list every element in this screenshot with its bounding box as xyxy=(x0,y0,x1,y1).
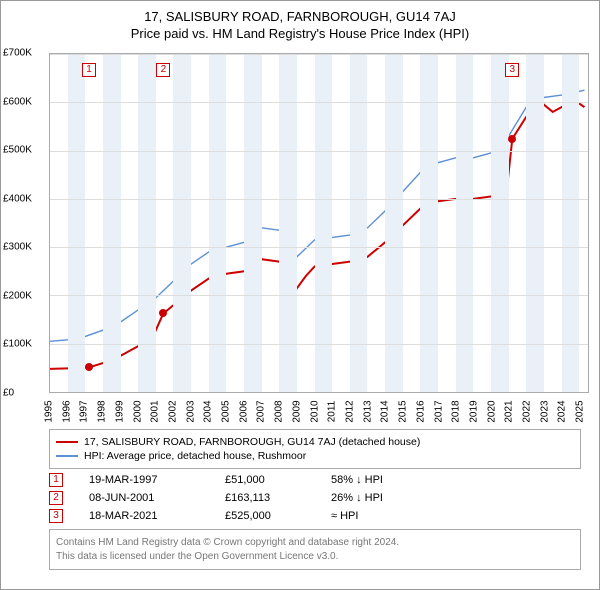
year-band xyxy=(350,54,368,392)
legend-swatch-price-paid xyxy=(56,441,78,443)
x-tick-label: 2014 xyxy=(380,400,391,422)
sale-marker-dot xyxy=(159,309,167,317)
plot-region: 1 2 3 xyxy=(49,53,589,393)
y-tick-label: £200K xyxy=(3,290,32,301)
y-gridline xyxy=(50,151,588,152)
x-tick-label: 2004 xyxy=(203,400,214,422)
x-tick-label: 2007 xyxy=(256,400,267,422)
sale-marker-box: 2 xyxy=(156,63,170,77)
year-band xyxy=(138,54,156,392)
y-gridline xyxy=(50,344,588,345)
chart-container: 17, SALISBURY ROAD, FARNBOROUGH, GU14 7A… xyxy=(0,0,600,590)
x-tick-label: 2016 xyxy=(415,400,426,422)
x-tick-label: 2003 xyxy=(185,400,196,422)
x-tick-label: 2021 xyxy=(504,400,515,422)
sales-table: 1 19-MAR-1997 £51,000 58% ↓ HPI 2 08-JUN… xyxy=(49,473,581,523)
year-band xyxy=(103,54,121,392)
y-tick-label: £500K xyxy=(3,145,32,156)
year-band xyxy=(526,54,544,392)
x-tick-label: 2009 xyxy=(291,400,302,422)
x-tick-label: 1997 xyxy=(79,400,90,422)
year-band xyxy=(456,54,474,392)
y-tick-label: £400K xyxy=(3,193,32,204)
chart-title-sub: Price paid vs. HM Land Registry's House … xyxy=(1,26,599,41)
year-band xyxy=(420,54,438,392)
y-gridline xyxy=(50,199,588,200)
sale-date: 18-MAR-2021 xyxy=(89,510,199,522)
year-band xyxy=(491,54,509,392)
sale-marker-badge: 2 xyxy=(49,491,63,505)
x-tick-label: 2024 xyxy=(557,400,568,422)
year-band xyxy=(315,54,333,392)
x-tick-label: 2018 xyxy=(451,400,462,422)
x-tick-label: 2025 xyxy=(575,400,586,422)
year-band xyxy=(244,54,262,392)
year-band xyxy=(209,54,227,392)
x-tick-label: 2023 xyxy=(539,400,550,422)
x-tick-label: 2001 xyxy=(150,400,161,422)
sale-date: 08-JUN-2001 xyxy=(89,492,199,504)
x-tick-label: 2012 xyxy=(344,400,355,422)
legend-label-price-paid: 17, SALISBURY ROAD, FARNBOROUGH, GU14 7A… xyxy=(84,436,420,448)
sale-marker-dot xyxy=(508,135,516,143)
x-tick-label: 2022 xyxy=(522,400,533,422)
x-tick-label: 1995 xyxy=(44,400,55,422)
x-tick-label: 2002 xyxy=(167,400,178,422)
legend-box: 17, SALISBURY ROAD, FARNBOROUGH, GU14 7A… xyxy=(49,429,581,469)
x-tick-label: 2011 xyxy=(327,401,338,423)
chart-area: 1 2 3 £0 £100K £200K £300K £400K £500K £600K £700… xyxy=(1,45,599,425)
attribution-line2: This data is licensed under the Open Gov… xyxy=(56,550,574,564)
x-tick-label: 2000 xyxy=(132,400,143,422)
y-tick-label: £700K xyxy=(3,48,32,59)
chart-title-address: 17, SALISBURY ROAD, FARNBOROUGH, GU14 7A… xyxy=(1,9,599,24)
sale-hpi-diff: 26% ↓ HPI xyxy=(331,492,421,504)
x-tick-label: 1999 xyxy=(114,400,125,422)
sale-price: £163,113 xyxy=(225,492,305,504)
x-tick-label: 2017 xyxy=(433,400,444,422)
y-tick-label: £100K xyxy=(3,339,32,350)
sale-row: 2 08-JUN-2001 £163,113 26% ↓ HPI xyxy=(49,491,581,505)
x-tick-label: 2013 xyxy=(362,400,373,422)
legend-item-price-paid: 17, SALISBURY ROAD, FARNBOROUGH, GU14 7A… xyxy=(56,436,574,448)
sale-hpi-diff: 58% ↓ HPI xyxy=(331,474,421,486)
y-gridline xyxy=(50,247,588,248)
x-tick-label: 2020 xyxy=(486,400,497,422)
y-gridline xyxy=(50,102,588,103)
x-tick-label: 2015 xyxy=(398,400,409,422)
x-tick-label: 2005 xyxy=(221,400,232,422)
title-block: 17, SALISBURY ROAD, FARNBOROUGH, GU14 7A… xyxy=(1,1,599,45)
legend-item-hpi: HPI: Average price, detached house, Rush… xyxy=(56,450,574,462)
sale-price: £525,000 xyxy=(225,510,305,522)
sale-marker-box: 3 xyxy=(505,63,519,77)
x-tick-label: 2010 xyxy=(309,400,320,422)
x-tick-label: 2019 xyxy=(468,400,479,422)
year-band xyxy=(279,54,297,392)
sale-date: 19-MAR-1997 xyxy=(89,474,199,486)
attribution-line1: Contains HM Land Registry data © Crown c… xyxy=(56,536,574,550)
year-band xyxy=(173,54,191,392)
y-tick-label: £300K xyxy=(3,242,32,253)
sale-hpi-diff: ≈ HPI xyxy=(331,510,421,522)
attribution-box: Contains HM Land Registry data © Crown c… xyxy=(49,529,581,570)
x-tick-label: 2008 xyxy=(274,400,285,422)
y-tick-label: £0 xyxy=(3,388,14,399)
sale-price: £51,000 xyxy=(225,474,305,486)
sale-marker-box: 1 xyxy=(82,63,96,77)
sale-row: 1 19-MAR-1997 £51,000 58% ↓ HPI xyxy=(49,473,581,487)
x-tick-label: 1998 xyxy=(97,400,108,422)
sale-marker-dot xyxy=(85,363,93,371)
legend-label-hpi: HPI: Average price, detached house, Rush… xyxy=(84,450,306,462)
legend-swatch-hpi xyxy=(56,455,78,457)
sale-row: 3 18-MAR-2021 £525,000 ≈ HPI xyxy=(49,509,581,523)
y-gridline xyxy=(50,54,588,55)
y-tick-label: £600K xyxy=(3,96,32,107)
year-band xyxy=(562,54,580,392)
y-gridline xyxy=(50,295,588,296)
year-band xyxy=(385,54,403,392)
sale-marker-badge: 1 xyxy=(49,473,63,487)
x-tick-label: 1996 xyxy=(61,400,72,422)
sale-marker-badge: 3 xyxy=(49,509,63,523)
year-band xyxy=(68,54,86,392)
x-tick-label: 2006 xyxy=(238,400,249,422)
